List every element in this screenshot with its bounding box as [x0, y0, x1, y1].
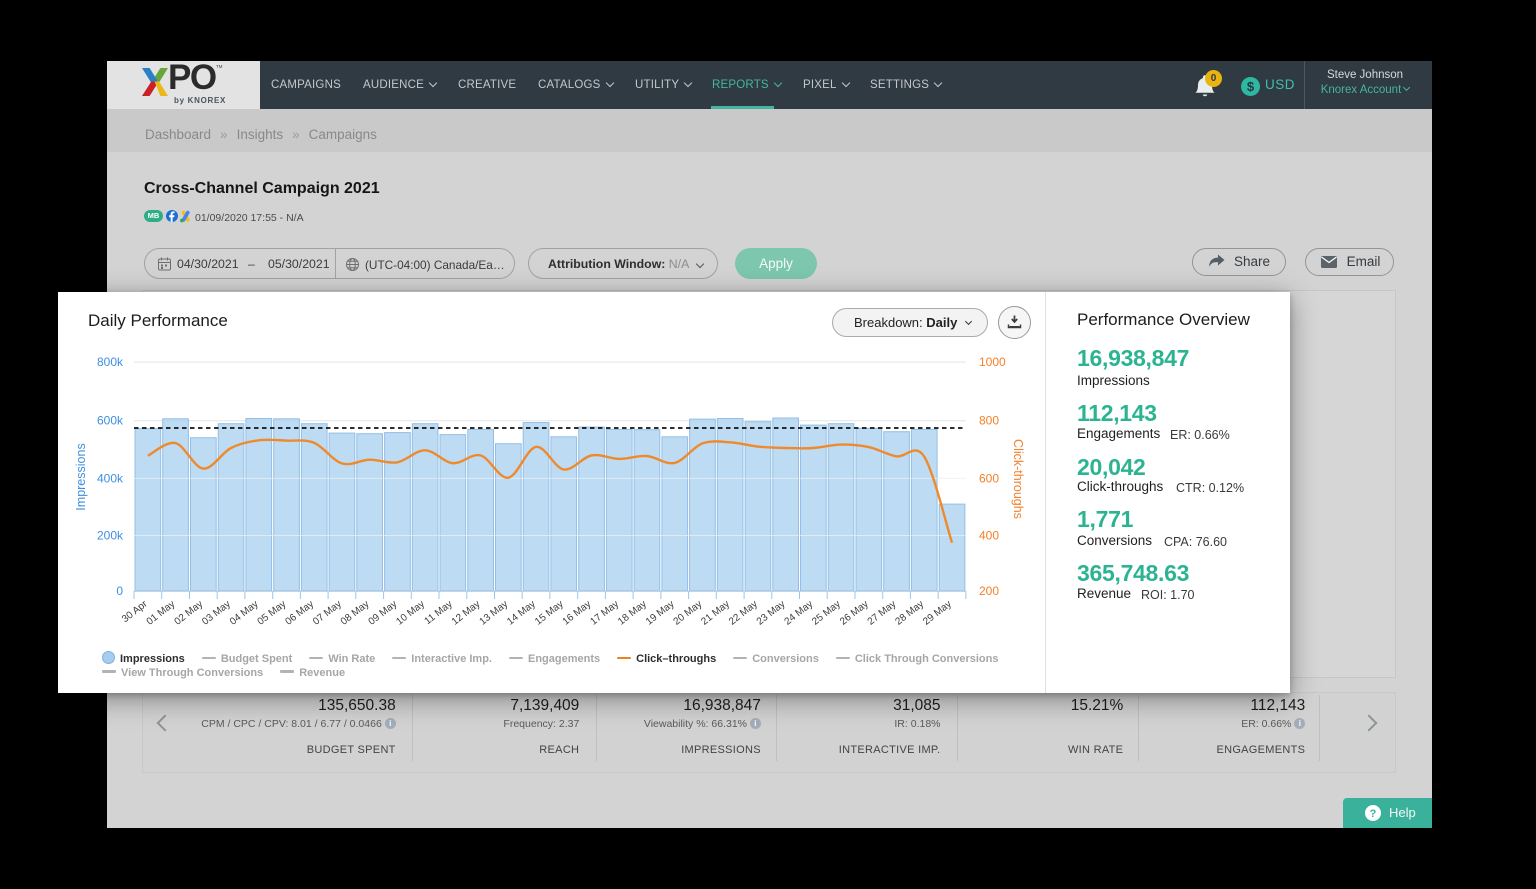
svg-text:26 May: 26 May — [838, 599, 871, 628]
svg-text:29 May: 29 May — [921, 599, 954, 628]
svg-text:800k: 800k — [97, 355, 124, 369]
svg-text:12 May: 12 May — [450, 599, 483, 628]
svg-text:04 May: 04 May — [228, 599, 261, 628]
svg-text:200: 200 — [979, 584, 999, 598]
svg-text:13 May: 13 May — [478, 599, 511, 628]
svg-text:14 May: 14 May — [505, 599, 538, 628]
svg-text:17 May: 17 May — [588, 599, 621, 628]
svg-text:08 May: 08 May — [339, 599, 372, 628]
svg-text:400k: 400k — [97, 471, 124, 485]
svg-text:19 May: 19 May — [644, 599, 677, 628]
svg-text:Click-throughs: Click-throughs — [1011, 439, 1025, 519]
svg-text:02 May: 02 May — [173, 599, 206, 628]
svg-text:28 May: 28 May — [893, 599, 926, 628]
svg-text:600: 600 — [979, 471, 999, 485]
svg-text:06 May: 06 May — [283, 599, 316, 628]
svg-text:27 May: 27 May — [866, 599, 899, 628]
svg-text:400: 400 — [979, 529, 999, 543]
svg-text:03 May: 03 May — [200, 599, 233, 628]
svg-text:16 May: 16 May — [561, 599, 594, 628]
svg-text:20 May: 20 May — [672, 599, 705, 628]
svg-text:200k: 200k — [97, 529, 124, 543]
svg-text:600k: 600k — [97, 414, 124, 428]
svg-text:25 May: 25 May — [810, 599, 843, 628]
svg-text:15 May: 15 May — [533, 599, 566, 628]
svg-text:09 May: 09 May — [367, 599, 400, 628]
svg-text:1000: 1000 — [979, 355, 1006, 369]
svg-text:?: ? — [1370, 808, 1377, 820]
svg-text:01 May: 01 May — [145, 599, 178, 628]
svg-text:23 May: 23 May — [755, 599, 788, 628]
svg-text:18 May: 18 May — [616, 599, 649, 628]
svg-text:24 May: 24 May — [783, 599, 816, 628]
svg-text:07 May: 07 May — [311, 599, 344, 628]
svg-text:05 May: 05 May — [256, 599, 289, 628]
svg-text:10 May: 10 May — [394, 599, 427, 628]
svg-text:22 May: 22 May — [727, 599, 760, 628]
svg-text:11 May: 11 May — [423, 599, 455, 627]
svg-text:0: 0 — [116, 584, 123, 598]
svg-text:Impressions: Impressions — [74, 443, 88, 510]
svg-text:21 May: 21 May — [699, 599, 732, 628]
svg-text:800: 800 — [979, 414, 999, 428]
